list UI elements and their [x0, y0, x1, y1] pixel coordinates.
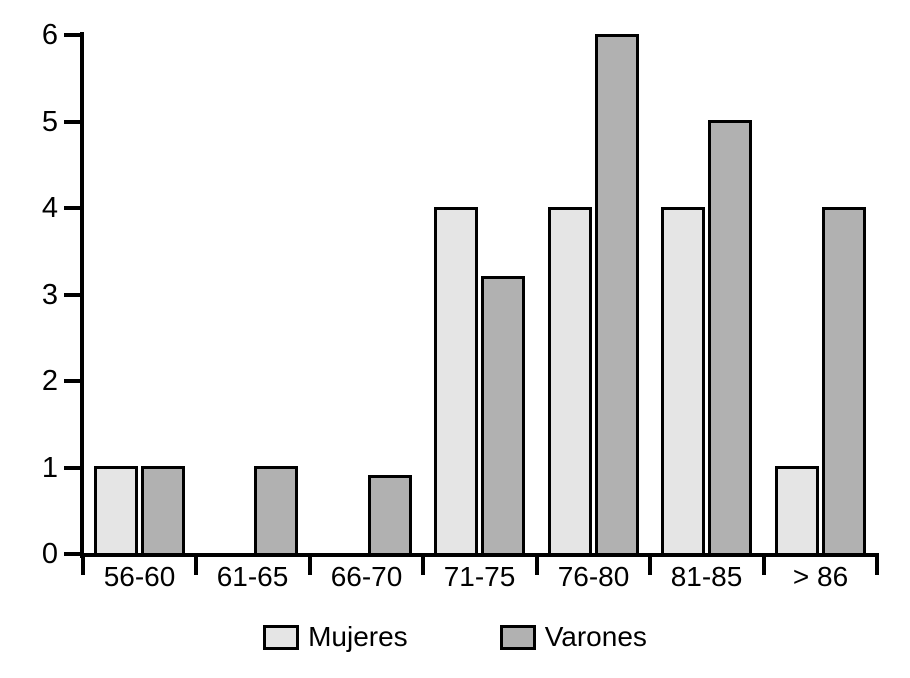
y-tick-label: 2 — [41, 365, 58, 397]
x-category-label: 81-85 — [670, 561, 743, 592]
x-category-label: 61-65 — [216, 561, 289, 592]
y-tick-label: 1 — [41, 452, 58, 484]
bar-varones-76-80 — [595, 34, 639, 556]
y-tick — [64, 552, 83, 556]
legend-label-mujeres: Mujeres — [308, 621, 408, 652]
x-tick — [875, 553, 879, 575]
y-tick — [64, 293, 83, 297]
bar-mujeres-81-85 — [661, 207, 705, 556]
bar-varones-81-85 — [708, 120, 752, 556]
bar-varones-86 — [822, 207, 866, 556]
x-axis-line — [80, 553, 879, 557]
y-tick — [64, 379, 83, 383]
y-tick — [64, 206, 83, 210]
x-category-label: 66-70 — [330, 561, 403, 592]
y-tick-label: 6 — [41, 19, 58, 51]
x-tick — [421, 553, 425, 575]
x-tick — [648, 553, 652, 575]
legend: Mujeres Varones — [0, 622, 910, 652]
bar-mujeres-56-60 — [94, 466, 138, 556]
x-category-label: 76-80 — [557, 561, 630, 592]
x-category-label: 56-60 — [103, 561, 176, 592]
x-tick — [308, 553, 312, 575]
bar-varones-66-70 — [368, 475, 412, 556]
bar-mujeres-71-75 — [434, 207, 478, 556]
y-tick-label: 4 — [41, 192, 58, 224]
x-tick — [81, 553, 85, 575]
legend-item-mujeres: Mujeres — [263, 622, 408, 652]
y-tick — [64, 33, 83, 37]
y-tick — [64, 466, 83, 470]
bar-mujeres-76-80 — [548, 207, 592, 556]
y-tick — [64, 120, 83, 124]
x-tick — [194, 553, 198, 575]
y-tick-label: 5 — [41, 106, 58, 138]
bar-varones-61-65 — [254, 466, 298, 556]
mujeres-swatch-icon — [263, 624, 300, 650]
bar-varones-71-75 — [481, 276, 525, 556]
x-tick — [762, 553, 766, 575]
legend-label-varones: Varones — [544, 621, 647, 652]
x-category-label: > 86 — [792, 561, 849, 592]
legend-item-varones: Varones — [499, 621, 647, 652]
varones-swatch-icon — [499, 624, 536, 650]
bar-varones-56-60 — [141, 466, 185, 556]
x-tick — [535, 553, 539, 575]
y-tick-label: 3 — [41, 279, 58, 311]
x-category-label: 71-75 — [443, 561, 516, 592]
bar-mujeres-86 — [775, 466, 819, 556]
y-tick-label: 0 — [41, 538, 58, 570]
